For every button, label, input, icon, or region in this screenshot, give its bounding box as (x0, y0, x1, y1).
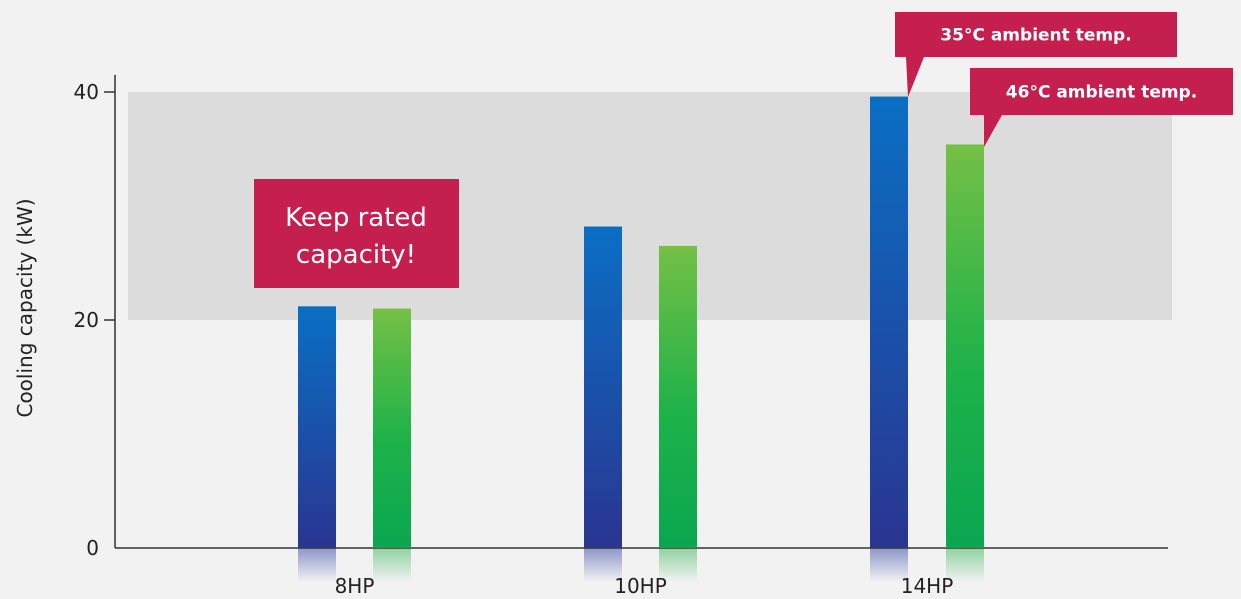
bar-8HP-series-1 (298, 306, 336, 548)
legend-label-series-1: 35°C ambient temp. (940, 26, 1131, 46)
legend-label-series-2: 46°C ambient temp. (1006, 83, 1197, 103)
bar-reflection (373, 548, 411, 582)
y-axis-title: Cooling capacity (kW) (13, 198, 37, 417)
y-tick-label: 0 (86, 536, 99, 560)
category-label-8HP: 8HP (335, 574, 375, 598)
y-tick-label: 40 (74, 80, 99, 104)
rated-capacity-callout: Keep rated capacity! (254, 179, 459, 288)
category-label-10HP: 10HP (614, 574, 667, 598)
legend-pointer (984, 115, 1002, 147)
legend-box-series-2 (970, 68, 1233, 115)
bar-8HP-series-2 (373, 308, 411, 548)
bar-14HP-series-1 (870, 96, 908, 548)
bar-reflection (946, 548, 984, 582)
callout-line-2: capacity! (296, 240, 416, 270)
bar-10HP-series-1 (584, 226, 622, 548)
bar-reflection (584, 548, 622, 582)
legend-box-series-1 (895, 12, 1177, 57)
bar-reflection (298, 548, 336, 582)
bar-14HP-series-2 (946, 144, 984, 548)
y-tick-label: 20 (74, 308, 99, 332)
category-label-14HP: 14HP (901, 574, 954, 598)
legend-pointer (906, 57, 924, 97)
bar-reflection (870, 548, 908, 582)
callout-box (254, 179, 459, 288)
bar-reflection (659, 548, 697, 582)
callout-line-1: Keep rated (285, 203, 427, 233)
bar-10HP-series-2 (659, 245, 697, 548)
